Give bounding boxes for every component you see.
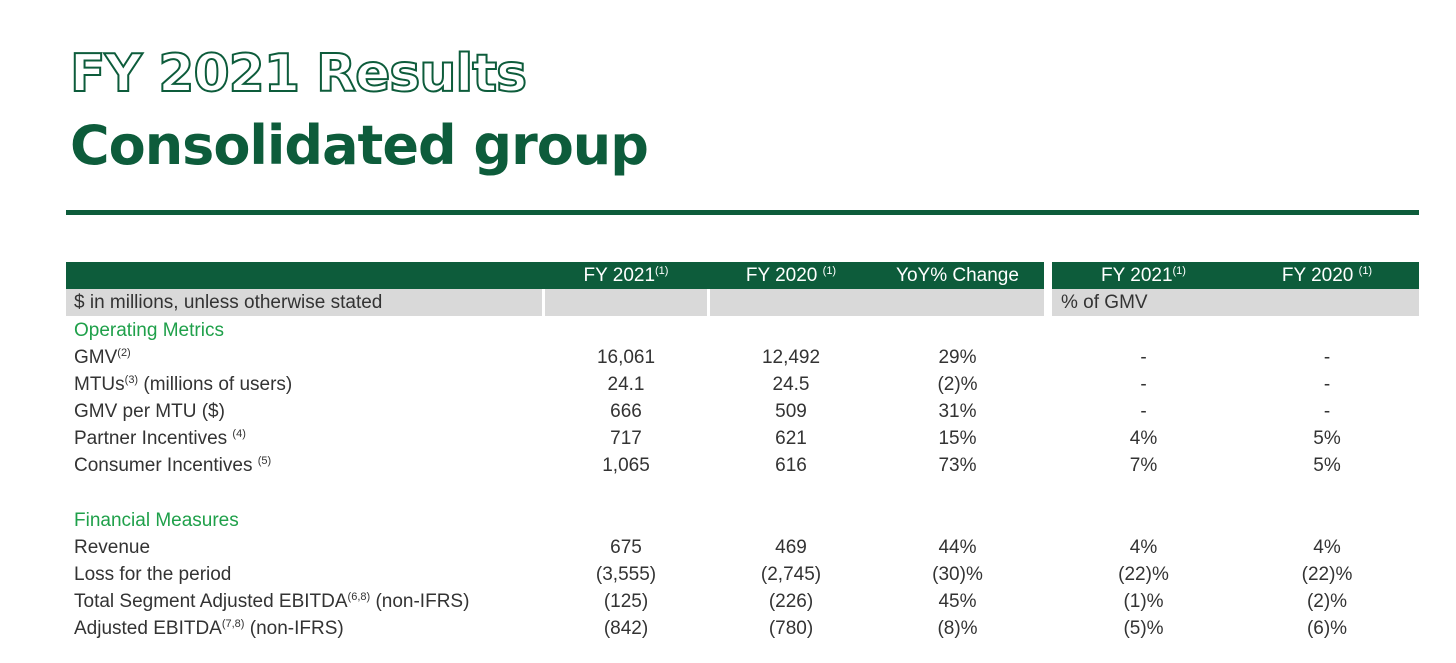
header-fy2020: FY 2020 (1) [745, 265, 837, 286]
row-label: GMV(2) [74, 347, 131, 368]
row-value-v4: - [1140, 401, 1147, 422]
row-value-v3: 73% [938, 455, 977, 476]
row-value-v2: 509 [775, 401, 807, 422]
row-value-v1: 24.1 [607, 374, 645, 395]
header-fy2020-pct: FY 2020 (1) [1281, 265, 1373, 286]
row-label: Partner Incentives (4) [74, 428, 246, 449]
row-label: GMV per MTU ($) [74, 401, 225, 422]
header-yoy-change: YoY% Change [896, 265, 1019, 286]
row-label: Total Segment Adjusted EBITDA(6,8) (non-… [74, 591, 470, 612]
row-value-v5: (6)% [1306, 618, 1348, 639]
title-divider [66, 210, 1419, 215]
header-fy2021-pct: FY 2021(1) [1101, 265, 1186, 286]
row-value-v2: (226) [768, 591, 814, 612]
table-header-bar-right [1052, 262, 1419, 289]
row-value-v1: 666 [610, 401, 642, 422]
page-subtitle: Consolidated group [70, 114, 649, 177]
row-value-v2: (780) [768, 618, 814, 639]
row-value-v1: 675 [610, 537, 642, 558]
row-value-v4: - [1140, 374, 1147, 395]
row-value-v3: (2)% [937, 374, 978, 395]
row-value-v3: 45% [938, 591, 977, 612]
row-value-v1: 717 [610, 428, 642, 449]
row-value-v1: 16,061 [596, 347, 656, 368]
row-value-v4: (5)% [1123, 618, 1164, 639]
row-value-v3: 29% [938, 347, 977, 368]
row-value-v3: 15% [938, 428, 977, 449]
row-value-v1: (842) [603, 618, 649, 639]
row-value-v3: (8)% [937, 618, 978, 639]
subheader-bar-right [1052, 289, 1419, 316]
subheader-bar-mid2 [710, 289, 1044, 316]
row-value-v5: - [1323, 374, 1331, 395]
row-label: MTUs(3) (millions of users) [74, 374, 293, 395]
units-note: $ in millions, unless otherwise stated [74, 292, 383, 313]
row-value-v4: 4% [1129, 537, 1158, 558]
row-value-v2: 621 [775, 428, 807, 449]
row-value-v5: 5% [1313, 455, 1341, 476]
row-label: Loss for the period [74, 564, 232, 585]
row-label: Adjusted EBITDA(7,8) (non-IFRS) [74, 618, 344, 639]
row-value-v5: (2)% [1306, 591, 1348, 612]
row-value-v1: (125) [603, 591, 649, 612]
row-value-v5: - [1323, 401, 1331, 422]
row-value-v5: 4% [1313, 537, 1341, 558]
pct-of-gmv-label: % of GMV [1061, 292, 1148, 313]
page-title: FY 2021 Results [69, 43, 528, 105]
subheader-bar-left [66, 289, 542, 316]
row-label: Revenue [74, 537, 151, 558]
section-operating-metrics: Operating Metrics [74, 320, 224, 341]
row-value-v2: 12,492 [761, 347, 821, 368]
row-value-v3: (30)% [932, 564, 983, 585]
row-value-v3: 31% [938, 401, 977, 422]
table-header-bar-left [66, 262, 1044, 289]
row-value-v5: 5% [1313, 428, 1341, 449]
subheader-bar-mid1 [545, 289, 707, 316]
section-financial-measures: Financial Measures [74, 510, 239, 531]
row-value-v2: 469 [775, 537, 807, 558]
row-value-v4: 4% [1129, 428, 1158, 449]
header-fy2021: FY 2021(1) [583, 265, 669, 286]
row-value-v4: (1)% [1123, 591, 1164, 612]
row-value-v5: - [1323, 347, 1331, 368]
row-value-v4: 7% [1129, 455, 1158, 476]
row-value-v2: 24.5 [772, 374, 810, 395]
row-value-v4: (22)% [1118, 564, 1169, 585]
row-value-v1: 1,065 [602, 455, 650, 476]
row-value-v4: - [1140, 347, 1147, 368]
row-value-v1: (3,555) [595, 564, 657, 585]
row-value-v5: (22)% [1301, 564, 1353, 585]
row-label: Consumer Incentives (5) [74, 455, 272, 476]
row-value-v2: (2,745) [760, 564, 822, 585]
row-value-v3: 44% [938, 537, 977, 558]
row-value-v2: 616 [775, 455, 807, 476]
